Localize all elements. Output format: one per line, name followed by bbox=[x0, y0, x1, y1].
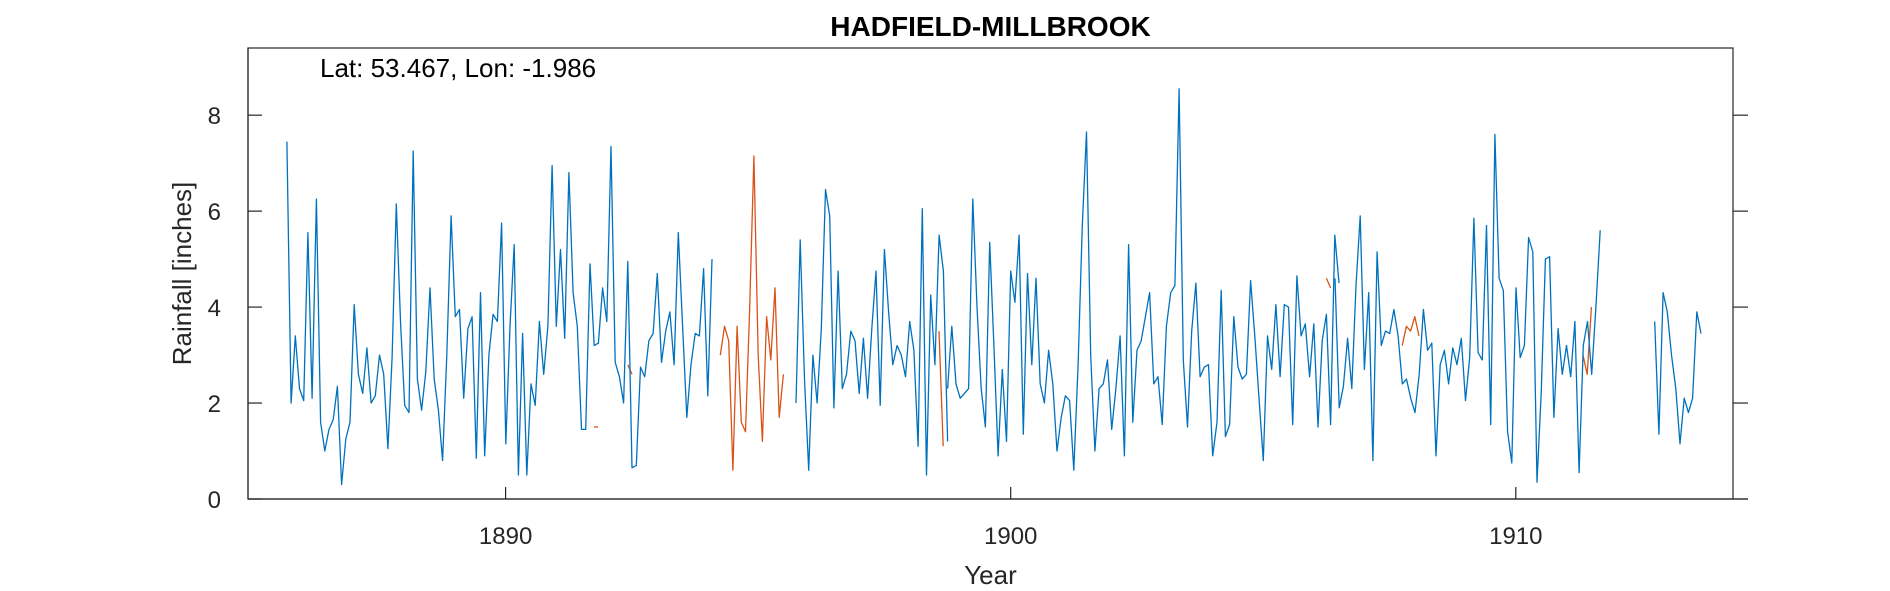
y-tick-label-2: 2 bbox=[208, 391, 221, 418]
series-0-segment-6 bbox=[1582, 307, 1593, 375]
x-tick-label-1890: 1890 bbox=[479, 523, 532, 550]
y-tick-label-4: 4 bbox=[208, 295, 221, 322]
y-tick-label-6: 6 bbox=[208, 199, 221, 226]
location-annotation: Lat: 53.467, Lon: -1.986 bbox=[320, 53, 596, 83]
series-layer bbox=[286, 88, 1702, 486]
series-0-segment-4 bbox=[1325, 278, 1332, 289]
ticks-layer: 1890 1900 1910 0 2 4 6 8 bbox=[208, 103, 1748, 550]
y-tick-label-0: 0 bbox=[208, 487, 221, 514]
series-0-segment-5 bbox=[1401, 316, 1420, 346]
series-1-segment-3 bbox=[1334, 133, 1601, 483]
series-0-segment-3 bbox=[938, 331, 944, 447]
series-0-segment-2 bbox=[719, 155, 785, 471]
y-tick-label-8: 8 bbox=[208, 103, 221, 130]
series-1-segment-4 bbox=[1654, 292, 1702, 445]
series-1-segment-1 bbox=[795, 188, 949, 476]
x-axis-label: Year bbox=[964, 560, 1017, 590]
chart-title: HADFIELD-MILLBROOK bbox=[830, 11, 1150, 42]
x-tick-label-1910: 1910 bbox=[1489, 523, 1542, 550]
series-1-segment-2 bbox=[946, 88, 1340, 471]
x-tick-label-1900: 1900 bbox=[984, 523, 1037, 550]
series-1-segment-0 bbox=[286, 141, 713, 486]
y-axis-label: Rainfall [inches] bbox=[167, 182, 197, 366]
